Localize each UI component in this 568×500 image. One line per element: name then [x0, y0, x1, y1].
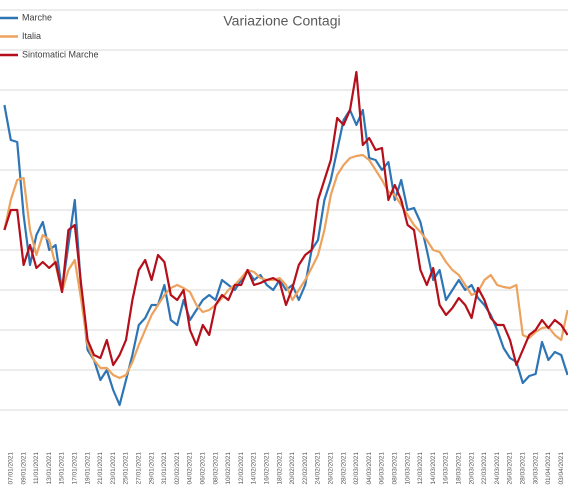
- x-tick-label: 22/02/2021: [302, 452, 309, 485]
- x-tick-label: 22/03/2021: [481, 452, 488, 485]
- x-tick-label: 28/02/2021: [340, 452, 347, 485]
- x-tick-label: 03/04/2021: [558, 452, 565, 485]
- x-tick-label: 18/02/2021: [276, 452, 283, 485]
- x-tick-label: 16/02/2021: [264, 452, 271, 485]
- x-tick-label: 11/01/2021: [33, 452, 40, 484]
- x-tick-label: 31/01/2021: [161, 452, 168, 485]
- x-tick-label: 29/01/2021: [148, 452, 155, 485]
- x-tick-label: 21/01/2021: [97, 452, 104, 485]
- x-tick-label: 02/03/2021: [353, 452, 360, 485]
- x-tick-label: 14/03/2021: [430, 452, 437, 485]
- series-line: [3, 104, 568, 407]
- x-tick-label: 17/01/2021: [72, 452, 79, 485]
- x-tick-label: 24/03/2021: [494, 452, 501, 485]
- x-tick-label: 07/01/2021: [8, 452, 15, 485]
- x-tick-label: 10/02/2021: [225, 452, 232, 485]
- x-tick-label: 12/02/2021: [238, 452, 245, 485]
- x-tick-label: 08/02/2021: [212, 452, 219, 485]
- legend-label: Italia: [22, 31, 41, 41]
- x-tick-label: 15/01/2021: [59, 452, 66, 485]
- x-tick-label: 27/01/2021: [136, 452, 143, 485]
- x-tick-label: 04/03/2021: [366, 452, 373, 485]
- x-tick-label: 19/01/2021: [84, 452, 91, 485]
- series-line: [3, 70, 568, 367]
- x-tick-label: 30/03/2021: [532, 452, 539, 485]
- x-tick-label: 20/02/2021: [289, 452, 296, 485]
- x-tick-label: 10/03/2021: [404, 452, 411, 485]
- x-tick-label: 26/02/2021: [328, 452, 335, 485]
- x-tick-label: 06/02/2021: [200, 452, 207, 485]
- x-tick-label: 06/03/2021: [379, 452, 386, 485]
- x-tick-label: 26/03/2021: [507, 452, 514, 485]
- x-tick-label: 04/02/2021: [187, 452, 194, 485]
- legend-label: Marche: [22, 12, 52, 22]
- x-tick-label: 09/01/2021: [20, 452, 27, 485]
- x-tick-label: 20/03/2021: [468, 452, 475, 485]
- x-tick-label: 16/03/2021: [443, 452, 450, 485]
- x-tick-label: 18/03/2021: [456, 452, 463, 485]
- x-tick-label: 28/03/2021: [520, 452, 527, 485]
- x-tick-label: 13/01/2021: [46, 452, 53, 485]
- x-tick-label: 12/03/2021: [417, 452, 424, 485]
- x-tick-label: 25/01/2021: [123, 452, 130, 485]
- x-tick-label: 23/01/2021: [110, 452, 117, 485]
- x-tick-label: 14/02/2021: [251, 452, 258, 485]
- x-tick-label: 02/02/2021: [174, 452, 181, 485]
- series-line: [3, 153, 568, 380]
- chart-title: Variazione Contagi: [223, 13, 340, 29]
- x-tick-label: 24/02/2021: [315, 452, 322, 485]
- x-tick-label: 01/04/2021: [545, 452, 552, 485]
- x-tick-label: 08/03/2021: [392, 452, 399, 485]
- legend-label: Sintomatici Marche: [22, 49, 99, 59]
